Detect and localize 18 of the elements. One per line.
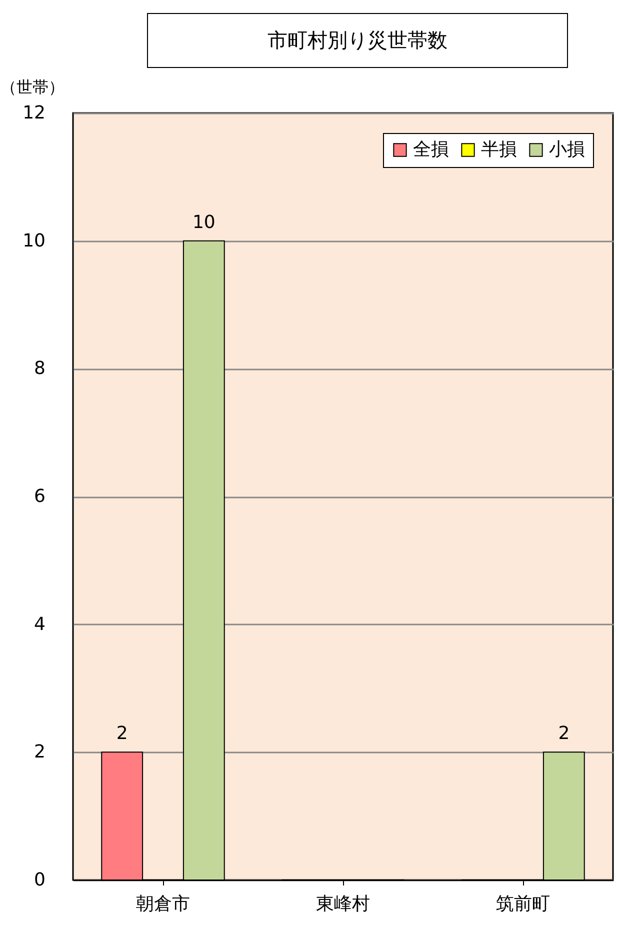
data-label: 2: [558, 723, 570, 744]
y-tick-label: 2: [34, 742, 46, 763]
legend-label: 半損: [481, 139, 517, 160]
y-axis-title: （世帯）: [0, 78, 64, 96]
y-tick-label: 6: [34, 486, 46, 507]
legend-label: 全損: [413, 139, 449, 160]
y-tick-label: 10: [22, 230, 46, 252]
chart-title: 市町村別り災世帯数: [147, 13, 568, 68]
x-tick-label: 筑前町: [496, 894, 550, 914]
data-label: 10: [192, 212, 216, 233]
x-tick-label: 東峰村: [316, 894, 370, 914]
legend-label: 小損: [549, 139, 585, 160]
x-tick-label: 朝倉市: [136, 894, 190, 914]
y-tick-label: 8: [34, 358, 46, 380]
y-tick-label: 12: [22, 102, 46, 124]
y-tick-label: 4: [34, 614, 46, 635]
y-tick-label: 0: [34, 870, 46, 890]
data-label: 2: [116, 723, 128, 744]
